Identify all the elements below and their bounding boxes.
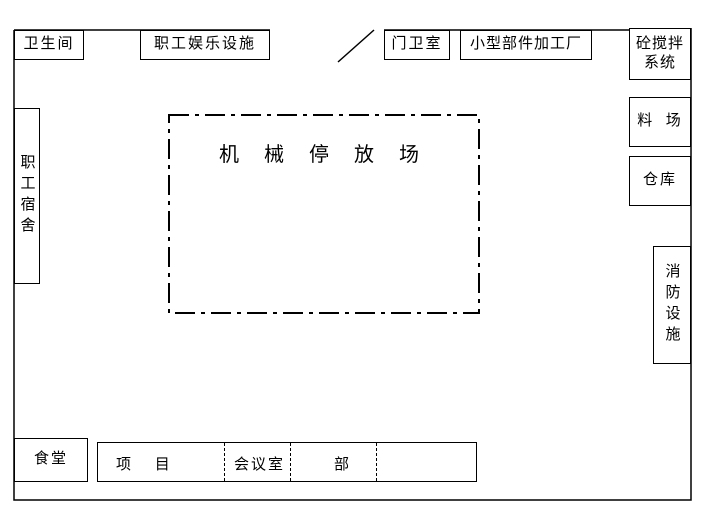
label-fire: 消防设施 — [662, 263, 683, 347]
label-toilet: 卫生间 — [23, 35, 74, 55]
box-toilet: 卫生间 — [14, 30, 84, 60]
box-small-parts: 小型部件加工厂 — [460, 30, 592, 60]
label-mixing: 砼搅拌 系统 — [636, 35, 684, 74]
label-yard: 料 场 — [637, 112, 683, 132]
site-plan: 卫生间 职工娱乐设施 门卫室 小型部件加工厂 砼搅拌 系统 料 场 仓库 消防设… — [0, 0, 705, 529]
label-dorm: 职工宿舍 — [17, 154, 38, 238]
label-recreation: 职工娱乐设施 — [154, 35, 256, 55]
box-canteen: 食堂 — [14, 438, 88, 482]
label-warehouse: 仓库 — [643, 171, 677, 191]
divider-2 — [290, 443, 291, 481]
box-recreation: 职工娱乐设施 — [140, 30, 270, 60]
label-dept: 部 — [334, 453, 359, 474]
divider-3 — [376, 443, 377, 481]
label-meeting: 会议室 — [234, 453, 285, 474]
entrance-angle-line — [338, 30, 374, 62]
box-yard: 料 场 — [629, 97, 691, 147]
box-project-strip: 项 目 会议室 部 — [97, 442, 477, 482]
label-canteen: 食堂 — [34, 450, 68, 470]
box-dorm: 职工宿舍 — [14, 108, 40, 284]
box-mixing: 砼搅拌 系统 — [629, 28, 691, 80]
box-machinery-parking: 机 械 停 放 场 — [168, 114, 480, 314]
label-small-parts: 小型部件加工厂 — [470, 35, 582, 55]
box-gatehouse: 门卫室 — [384, 30, 450, 60]
machinery-border — [168, 114, 480, 314]
box-warehouse: 仓库 — [629, 156, 691, 206]
divider-1 — [224, 443, 225, 481]
label-project: 项 目 — [116, 453, 180, 474]
label-gatehouse: 门卫室 — [391, 35, 442, 55]
box-fire: 消防设施 — [653, 246, 691, 364]
